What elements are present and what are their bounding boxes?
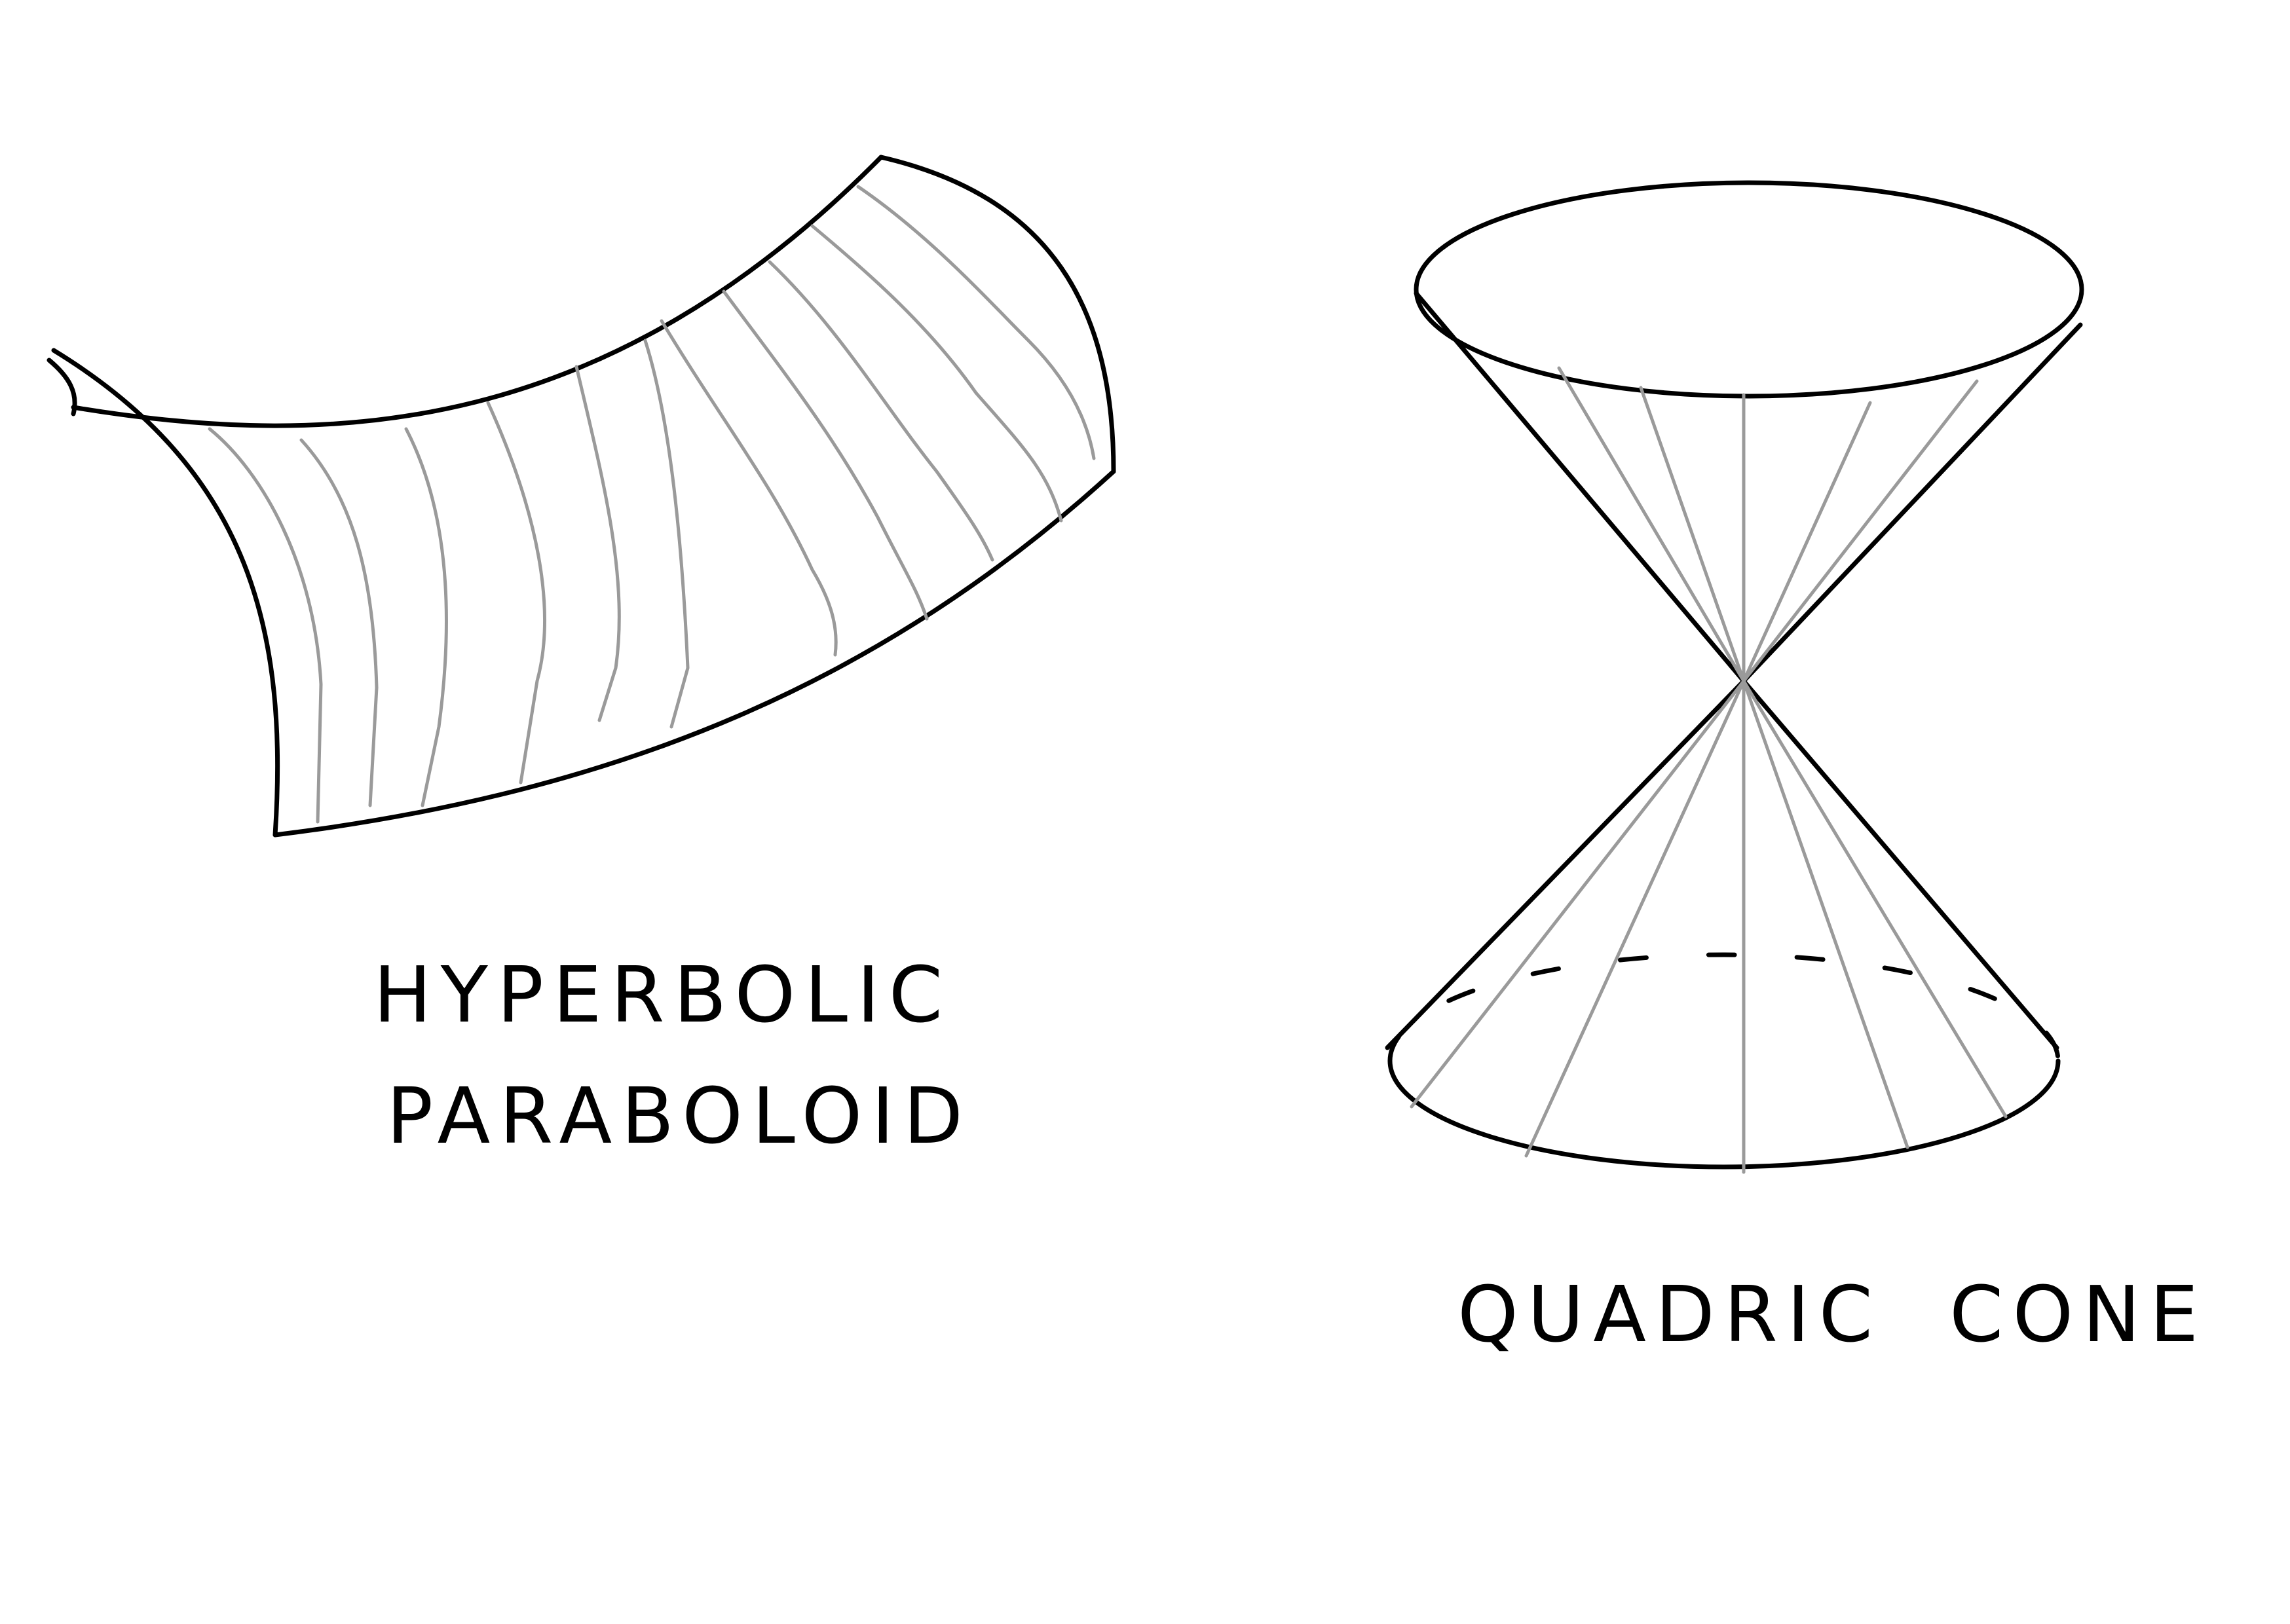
cone-silhouette-lower-left (1385, 678, 1746, 1050)
paraboloid-left-edge (51, 348, 280, 838)
hyperbolic-paraboloid-figure: HYPERBOLIC PARABOLOID (47, 155, 1116, 1161)
paraboloid-ruling-line (299, 438, 379, 807)
cone-ruling-line (1410, 679, 1746, 1109)
cone-silhouette-lower-right (1741, 678, 2059, 1050)
cone-bottom-ellipse-front (1387, 1058, 2061, 1170)
paraboloid-label-line-2: PARABOLOID (386, 1071, 972, 1161)
paraboloid-ruling-line (810, 224, 1063, 523)
cone-label: QUADRIC CONE (1457, 1269, 2207, 1359)
paraboloid-ruling-line (208, 427, 323, 824)
cone-ruling-line (1742, 679, 1909, 1149)
quadric-cone-figure: QUADRIC CONE (1385, 180, 2207, 1359)
cone-ruling-line (1742, 379, 1979, 683)
paraboloid-label-line-1: HYPERBOLIC (373, 950, 952, 1040)
cone-bottom-ellipse-back (1387, 952, 2061, 1063)
paraboloid-ruling-line (722, 289, 929, 621)
paraboloid-ruling-line (768, 260, 994, 562)
cone-ruling-line (1742, 401, 1872, 683)
cone-ruling-line (1639, 386, 1746, 683)
paraboloid-right-edge (878, 155, 1116, 474)
cone-ruling-line (1524, 679, 1746, 1158)
paraboloid-ruling-line (404, 427, 448, 807)
cone-ruling-line (1557, 366, 1746, 683)
cone-ruling-line (1742, 679, 2008, 1118)
cone-top-ellipse (1414, 180, 2084, 399)
cone-silhouette-upper-right (1741, 322, 2083, 684)
paraboloid-top-edge (71, 155, 884, 428)
cone-silhouette-upper-left (1414, 291, 1746, 684)
paraboloid-ruling-line (856, 185, 1096, 460)
paraboloid-ruling-line (574, 365, 621, 722)
paraboloid-ruling-line (660, 319, 838, 657)
paraboloid-ruling-line (643, 339, 690, 729)
paraboloid-ruling-line (486, 401, 546, 784)
paraboloid-bottom-edge (272, 469, 1116, 838)
paraboloid-ruling-lines (208, 185, 1096, 824)
cone-ruling-lines (1410, 366, 2008, 1174)
paraboloid-left-curl (47, 358, 77, 416)
